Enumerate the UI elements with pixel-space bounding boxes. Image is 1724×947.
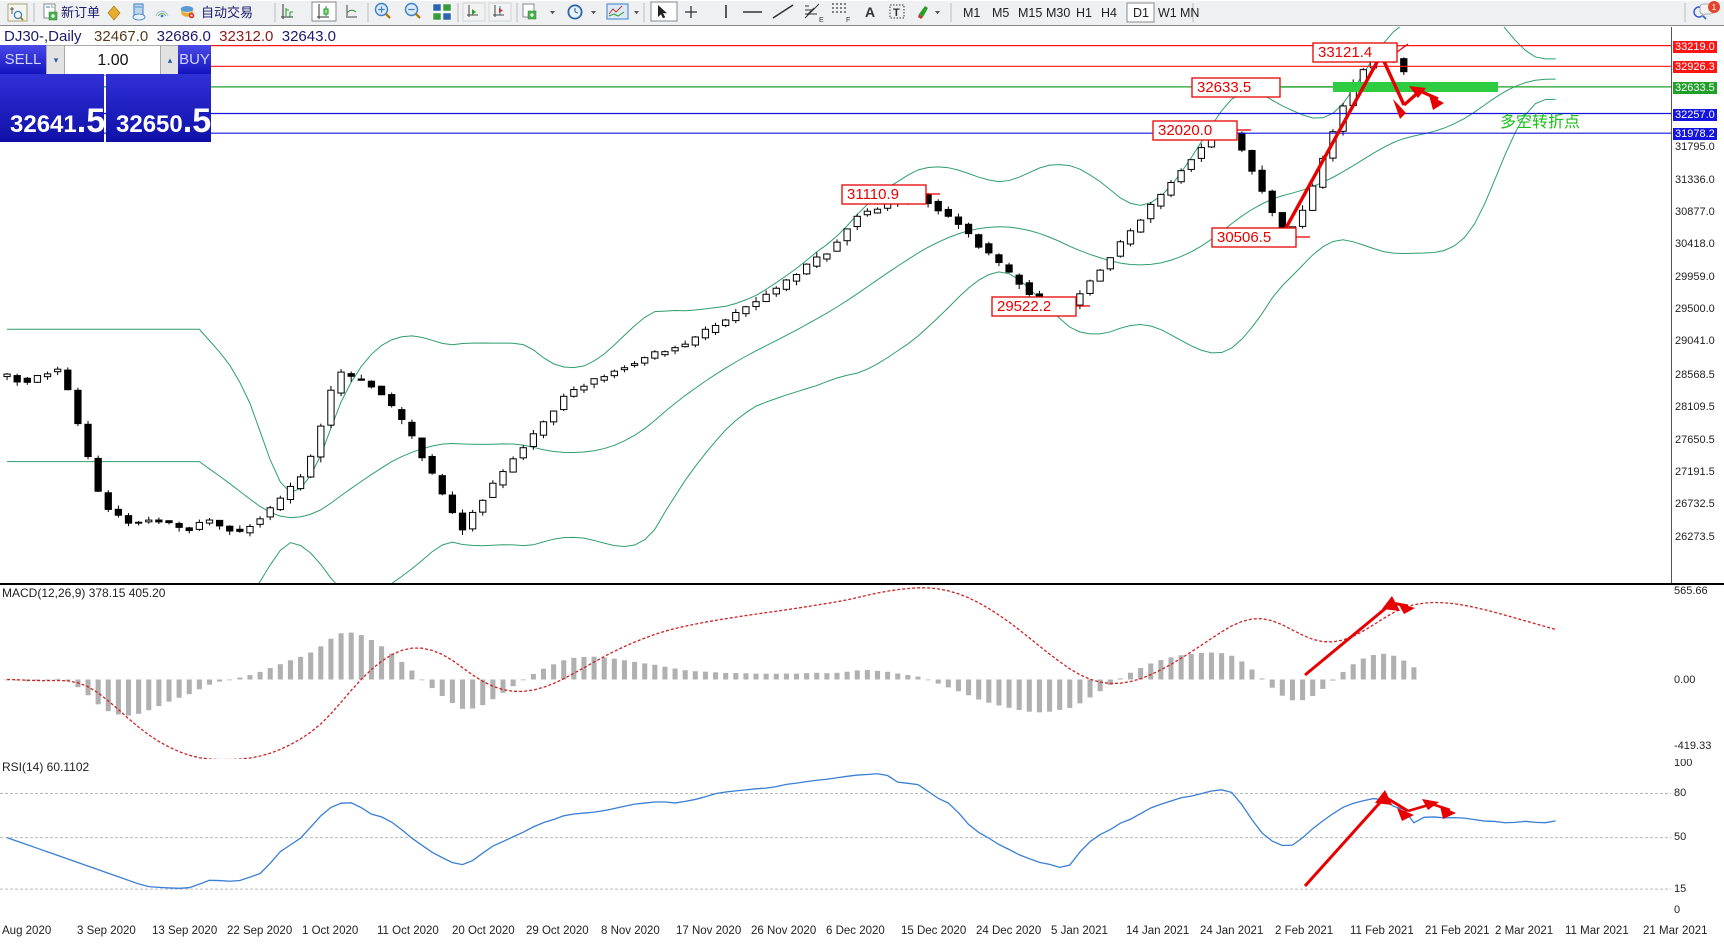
svg-text:E: E xyxy=(819,17,824,24)
svg-text:M5: M5 xyxy=(992,6,1009,20)
svg-text:32633.5: 32633.5 xyxy=(1197,79,1251,96)
svg-text:M15: M15 xyxy=(1018,6,1042,20)
svg-text:32020.0: 32020.0 xyxy=(1158,122,1212,139)
svg-text:30506.5: 30506.5 xyxy=(1217,229,1271,246)
svg-text:A: A xyxy=(865,4,875,20)
svg-text:F: F xyxy=(846,17,850,24)
svg-text:MN: MN xyxy=(1180,6,1199,20)
svg-text:T: T xyxy=(893,7,900,19)
svg-text:33121.4: 33121.4 xyxy=(1318,44,1372,61)
svg-text:31110.9: 31110.9 xyxy=(847,186,899,203)
svg-text:M1: M1 xyxy=(963,6,980,20)
svg-text:1: 1 xyxy=(1712,2,1717,12)
svg-text:自动交易: 自动交易 xyxy=(201,5,253,20)
svg-text:多空转折点: 多空转折点 xyxy=(1500,113,1580,131)
svg-text:H4: H4 xyxy=(1101,6,1117,20)
svg-text:29522.2: 29522.2 xyxy=(997,298,1051,315)
svg-text:新订单: 新订单 xyxy=(61,5,100,20)
svg-text:H1: H1 xyxy=(1076,6,1092,20)
svg-text:D1: D1 xyxy=(1133,6,1149,20)
svg-text:M30: M30 xyxy=(1046,6,1070,20)
svg-text:W1: W1 xyxy=(1158,6,1177,20)
